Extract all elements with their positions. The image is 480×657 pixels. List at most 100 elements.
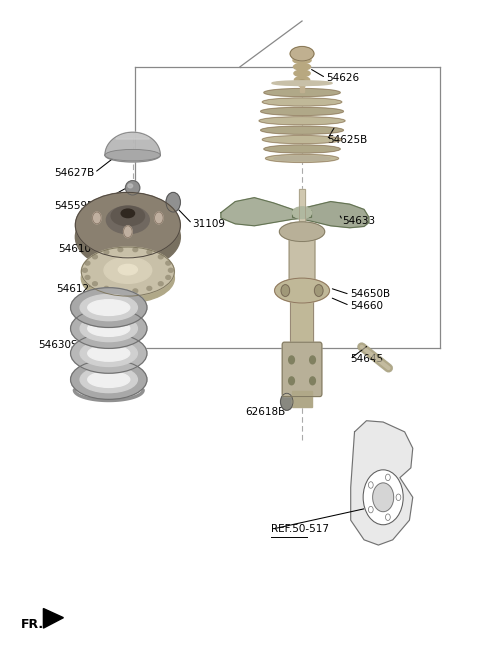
Ellipse shape bbox=[128, 184, 132, 188]
Ellipse shape bbox=[259, 117, 345, 125]
Ellipse shape bbox=[166, 261, 170, 265]
Ellipse shape bbox=[118, 264, 137, 275]
Text: 54559B: 54559B bbox=[54, 200, 95, 210]
Ellipse shape bbox=[107, 206, 149, 234]
Ellipse shape bbox=[88, 372, 130, 388]
Ellipse shape bbox=[292, 207, 312, 219]
Ellipse shape bbox=[81, 247, 174, 296]
Bar bbox=[299, 189, 305, 225]
Circle shape bbox=[385, 474, 390, 481]
Ellipse shape bbox=[71, 334, 147, 373]
Circle shape bbox=[363, 470, 403, 525]
Ellipse shape bbox=[279, 222, 324, 242]
Circle shape bbox=[288, 356, 294, 364]
Circle shape bbox=[155, 212, 163, 224]
Text: REF.50-517: REF.50-517 bbox=[271, 524, 329, 534]
FancyBboxPatch shape bbox=[289, 223, 315, 289]
Ellipse shape bbox=[265, 154, 338, 162]
Ellipse shape bbox=[275, 278, 329, 303]
Bar bbox=[299, 189, 305, 225]
Text: 54612: 54612 bbox=[57, 284, 90, 294]
Ellipse shape bbox=[111, 206, 144, 226]
Polygon shape bbox=[116, 132, 149, 139]
Ellipse shape bbox=[75, 193, 180, 258]
Ellipse shape bbox=[272, 81, 332, 85]
Ellipse shape bbox=[158, 282, 163, 286]
Ellipse shape bbox=[83, 268, 87, 272]
Ellipse shape bbox=[133, 289, 138, 293]
Circle shape bbox=[369, 507, 373, 513]
FancyBboxPatch shape bbox=[290, 285, 313, 363]
Ellipse shape bbox=[88, 346, 130, 361]
Ellipse shape bbox=[81, 254, 174, 303]
Ellipse shape bbox=[118, 248, 123, 252]
Ellipse shape bbox=[147, 286, 152, 290]
Ellipse shape bbox=[71, 288, 147, 327]
Ellipse shape bbox=[166, 275, 170, 279]
Ellipse shape bbox=[293, 64, 311, 70]
Text: 31109: 31109 bbox=[192, 219, 225, 229]
Circle shape bbox=[310, 377, 315, 385]
Circle shape bbox=[369, 482, 373, 488]
Polygon shape bbox=[105, 132, 160, 162]
Ellipse shape bbox=[262, 135, 342, 144]
Ellipse shape bbox=[80, 315, 137, 342]
Ellipse shape bbox=[80, 340, 137, 367]
Ellipse shape bbox=[85, 275, 90, 279]
Polygon shape bbox=[292, 202, 369, 228]
Text: 62618B: 62618B bbox=[245, 407, 285, 417]
Circle shape bbox=[281, 394, 293, 410]
Ellipse shape bbox=[71, 309, 147, 348]
Ellipse shape bbox=[125, 181, 140, 195]
Ellipse shape bbox=[75, 204, 180, 269]
Ellipse shape bbox=[80, 367, 137, 393]
Text: 54630S: 54630S bbox=[38, 340, 78, 350]
Ellipse shape bbox=[158, 255, 163, 259]
Ellipse shape bbox=[104, 257, 152, 283]
Circle shape bbox=[166, 193, 180, 212]
Text: 54625B: 54625B bbox=[327, 135, 367, 145]
Ellipse shape bbox=[93, 255, 97, 259]
Ellipse shape bbox=[80, 294, 137, 321]
Polygon shape bbox=[43, 608, 63, 628]
Circle shape bbox=[385, 514, 390, 520]
Text: 54645: 54645 bbox=[350, 354, 383, 364]
Ellipse shape bbox=[118, 289, 123, 293]
Circle shape bbox=[123, 226, 132, 238]
Ellipse shape bbox=[261, 107, 343, 116]
Ellipse shape bbox=[133, 248, 138, 252]
Bar bbox=[300, 82, 304, 92]
Ellipse shape bbox=[88, 300, 130, 315]
Ellipse shape bbox=[261, 126, 343, 134]
Ellipse shape bbox=[104, 286, 109, 290]
Polygon shape bbox=[221, 198, 312, 226]
Circle shape bbox=[281, 284, 289, 296]
Text: 54610: 54610 bbox=[58, 244, 91, 254]
Ellipse shape bbox=[290, 47, 314, 61]
Bar bbox=[292, 391, 312, 407]
Text: 54627B: 54627B bbox=[54, 168, 95, 178]
Ellipse shape bbox=[293, 57, 311, 64]
Ellipse shape bbox=[264, 89, 340, 97]
Circle shape bbox=[288, 377, 294, 385]
Circle shape bbox=[372, 483, 394, 512]
Text: 54626: 54626 bbox=[326, 73, 359, 83]
Text: 54660: 54660 bbox=[350, 301, 383, 311]
Ellipse shape bbox=[264, 145, 340, 153]
Ellipse shape bbox=[147, 250, 152, 254]
Ellipse shape bbox=[85, 261, 90, 265]
Text: 54633: 54633 bbox=[343, 215, 376, 225]
Circle shape bbox=[396, 494, 401, 501]
Ellipse shape bbox=[71, 359, 147, 399]
Ellipse shape bbox=[104, 250, 109, 254]
FancyBboxPatch shape bbox=[282, 342, 322, 397]
Ellipse shape bbox=[88, 321, 130, 336]
Ellipse shape bbox=[297, 80, 307, 87]
Ellipse shape bbox=[294, 77, 310, 83]
Polygon shape bbox=[351, 420, 413, 545]
Circle shape bbox=[93, 212, 101, 224]
Ellipse shape bbox=[168, 268, 173, 272]
Ellipse shape bbox=[105, 149, 160, 161]
Circle shape bbox=[314, 284, 323, 296]
Circle shape bbox=[310, 356, 315, 364]
